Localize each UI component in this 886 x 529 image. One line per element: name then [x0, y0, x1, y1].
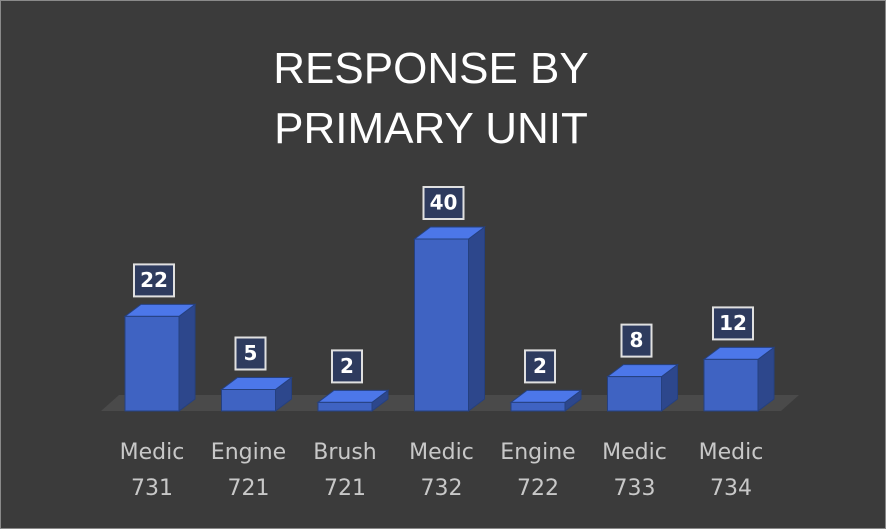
value-label: 8 — [630, 328, 644, 352]
value-label: 2 — [533, 354, 547, 378]
bar — [606, 363, 679, 412]
bar — [316, 389, 390, 412]
chart-title: RESPONSE BY PRIMARY UNIT — [273, 44, 589, 153]
bar — [123, 303, 197, 412]
value-label-box — [234, 336, 267, 371]
value-label-box — [712, 306, 754, 341]
bar-front — [124, 315, 180, 412]
bar-front — [221, 389, 276, 412]
value-label: 12 — [719, 311, 747, 335]
value-label-box — [133, 263, 175, 298]
x-tick-label: Medic 731 — [119, 440, 185, 501]
bar-side — [468, 226, 485, 412]
value-label-box — [422, 186, 465, 220]
x-tick-label: Medic 733 — [602, 440, 667, 501]
value-label-box — [620, 323, 653, 358]
bar — [413, 226, 486, 412]
bar-side — [178, 303, 196, 412]
value-label-box — [524, 349, 556, 384]
bar-front — [510, 401, 566, 412]
value-label: 5 — [244, 341, 258, 365]
x-tick-label: Engine 721 — [210, 440, 287, 501]
bar — [220, 376, 293, 412]
value-label: 40 — [430, 191, 458, 215]
value-label: 2 — [340, 354, 354, 378]
bar-front — [607, 376, 662, 412]
bar-front — [414, 238, 469, 412]
bar — [702, 346, 776, 412]
bar — [509, 389, 583, 412]
bar-front — [317, 401, 373, 412]
x-tick-label: Medic 732 — [409, 440, 474, 501]
x-tick-label: Brush 721 — [313, 440, 377, 501]
bar-front — [703, 358, 759, 412]
x-tick-label: Engine 722 — [500, 440, 576, 501]
x-tick-label: Medic 734 — [698, 440, 764, 501]
value-label: 22 — [140, 268, 168, 292]
value-label-box — [331, 349, 363, 384]
